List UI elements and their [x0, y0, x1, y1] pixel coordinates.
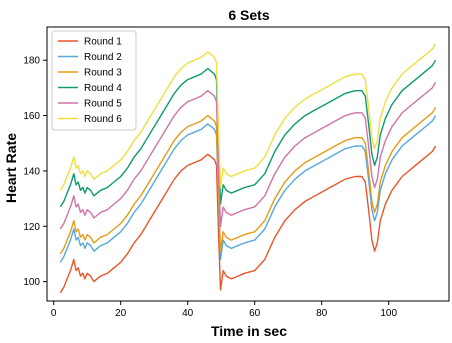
- y-tick-label-160: 160: [23, 111, 40, 122]
- legend: Round 1 Round 2 Round 3 Round 4 Round 5 Round…: [51, 30, 137, 131]
- y-tick-label-120: 120: [23, 222, 40, 233]
- y-tick-label-180: 180: [23, 56, 40, 67]
- series-line-round-6: [59, 43, 437, 191]
- ticks-layer: 0 20 40 60 80 100 100 120 140 160 180: [23, 56, 397, 319]
- x-tick-label-20: 20: [115, 308, 127, 319]
- series-line-round-5: [59, 82, 437, 230]
- y-tick-label-100: 100: [23, 277, 40, 288]
- legend-label-round-5: Round 5: [84, 99, 122, 110]
- legend-label-round-4: Round 4: [84, 83, 122, 94]
- x-tick-label-60: 60: [249, 308, 261, 319]
- x-axis-title: Time in sec: [211, 323, 287, 339]
- legend-label-round-6: Round 6: [84, 114, 122, 125]
- x-tick-label-100: 100: [380, 308, 397, 319]
- x-tick-label-80: 80: [316, 308, 328, 319]
- y-tick-label-140: 140: [23, 166, 40, 177]
- x-tick-label-40: 40: [182, 308, 194, 319]
- chart-title: 6 Sets: [228, 7, 269, 23]
- legend-label-round-2: Round 2: [84, 52, 122, 63]
- x-tick-label-0: 0: [51, 308, 57, 319]
- series-line-round-3: [59, 106, 437, 255]
- legend-label-round-1: Round 1: [84, 37, 122, 48]
- series-line-round-1: [59, 145, 437, 294]
- legend-label-round-3: Round 3: [84, 68, 122, 79]
- y-axis-title: Heart Rate: [3, 133, 19, 203]
- plot-frame: [46, 26, 450, 302]
- series-layer: [59, 43, 437, 294]
